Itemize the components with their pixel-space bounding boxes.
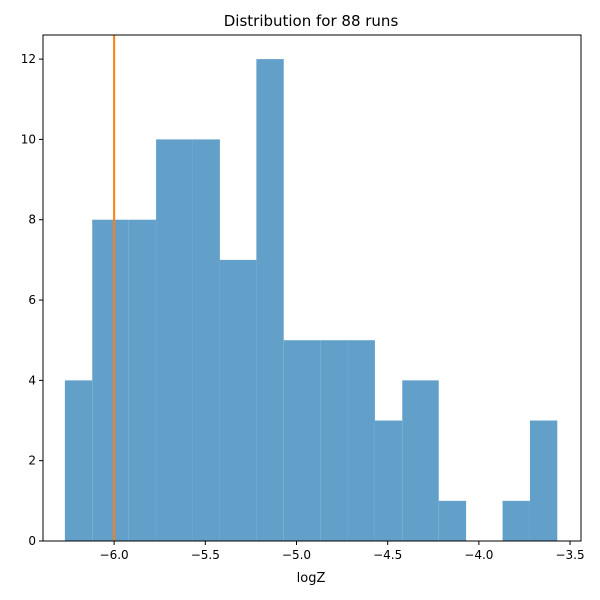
histogram-bar xyxy=(256,59,284,541)
y-axis-ticks: 0 2 4 6 8 10 12 xyxy=(21,52,43,548)
histogram-bar xyxy=(320,340,348,541)
y-tick-label: 2 xyxy=(28,454,36,468)
chart-title: Distribution for 88 runs xyxy=(224,12,399,30)
bars-group xyxy=(64,59,558,541)
histogram-bar xyxy=(502,500,530,541)
histogram-bar xyxy=(347,340,375,541)
histogram-bar xyxy=(438,500,467,541)
x-tick-label: −5.5 xyxy=(191,548,220,562)
x-tick-label: −3.5 xyxy=(555,548,584,562)
x-tick-label: −6.0 xyxy=(100,548,129,562)
histogram-bar xyxy=(283,340,321,541)
y-tick-label: 12 xyxy=(21,52,36,66)
y-tick-label: 8 xyxy=(28,213,36,227)
histogram-bar xyxy=(64,380,93,541)
histogram-bar xyxy=(529,420,558,541)
x-axis-ticks: −6.0 −5.5 −5.0 −4.5 −4.0 −3.5 xyxy=(100,541,585,562)
x-axis-label: logZ xyxy=(297,571,326,586)
x-tick-label: −5.0 xyxy=(282,548,311,562)
histogram-bar xyxy=(402,380,439,541)
y-tick-label: 0 xyxy=(28,534,36,548)
histogram-bar xyxy=(374,420,403,541)
y-tick-label: 6 xyxy=(28,293,36,307)
x-tick-label: −4.0 xyxy=(464,548,493,562)
histogram-bar xyxy=(192,139,220,541)
axes-frame xyxy=(42,34,582,542)
histogram-bar xyxy=(156,139,193,541)
y-tick-label: 4 xyxy=(28,373,36,387)
y-tick-label: 10 xyxy=(21,132,36,146)
x-tick-label: −4.5 xyxy=(373,548,402,562)
histogram-bar xyxy=(128,219,157,541)
histogram-bar xyxy=(92,219,129,541)
histogram-bar xyxy=(219,259,257,541)
